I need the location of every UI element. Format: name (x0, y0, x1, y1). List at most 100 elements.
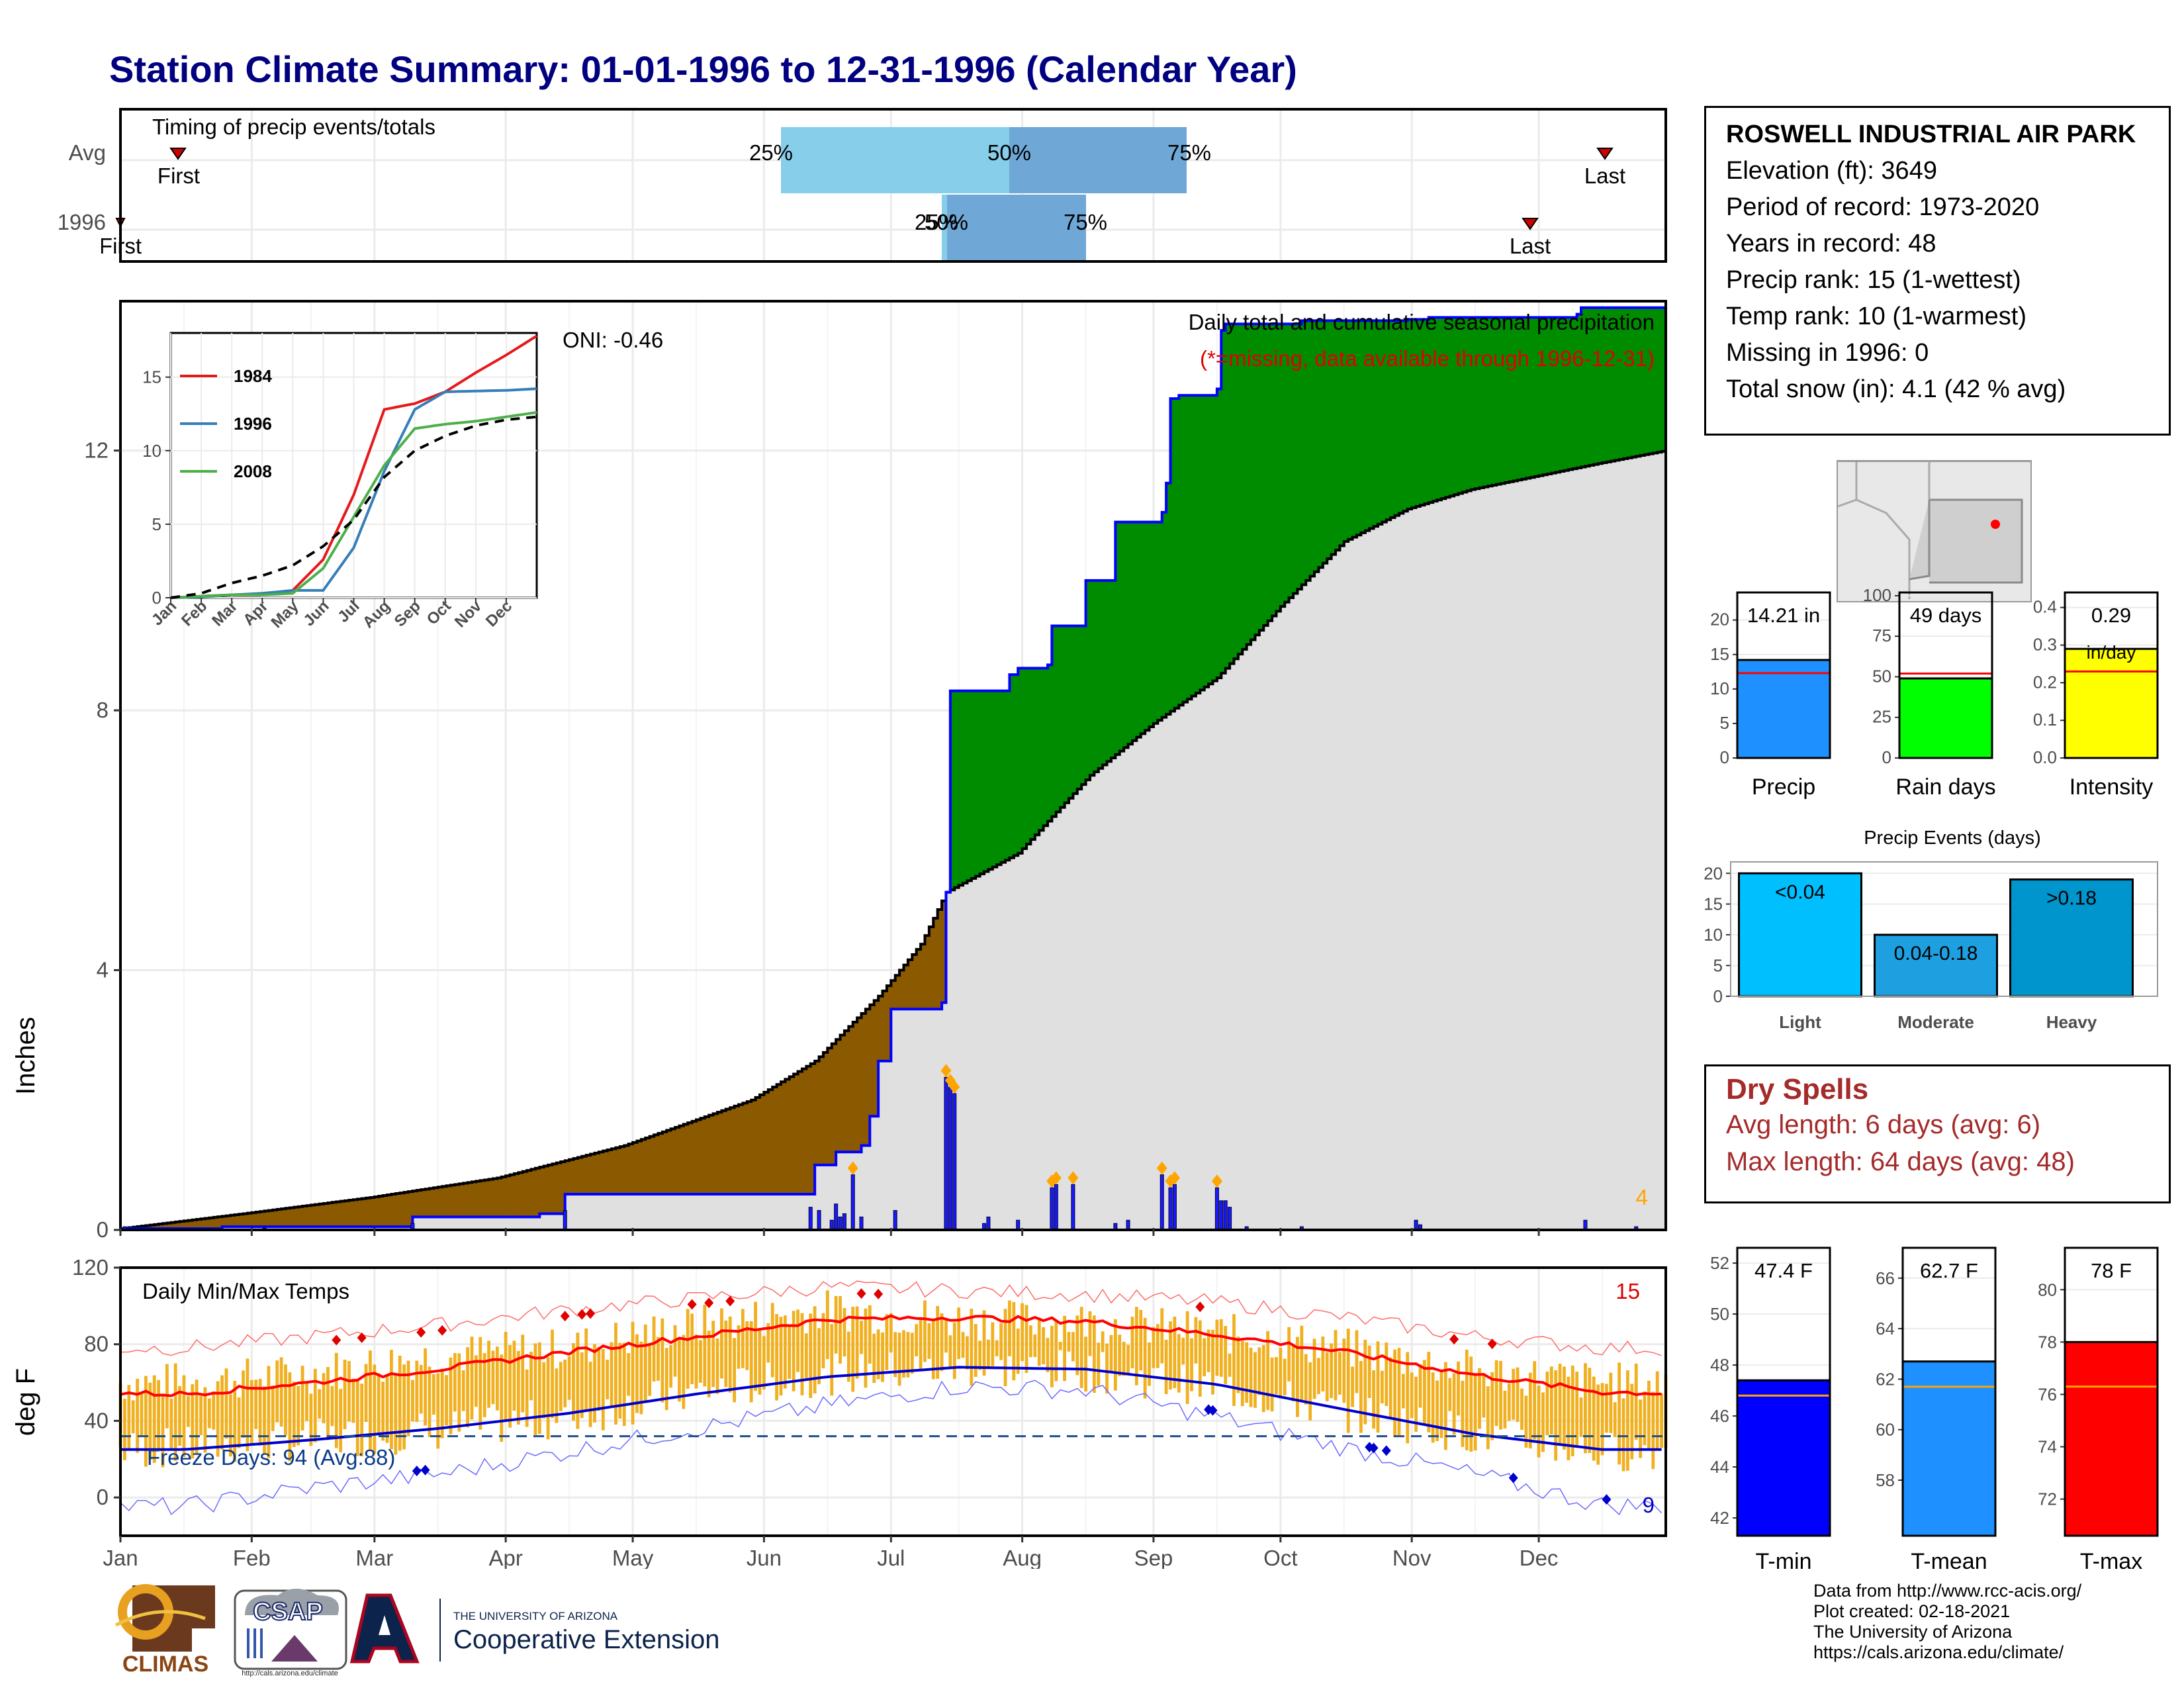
temp-daily-bar-110 (580, 1352, 584, 1419)
temp-daily-bar-296 (1367, 1345, 1371, 1399)
daily-precip-bar-21 (1071, 1184, 1075, 1231)
diff-fill-day-333 (1525, 317, 1531, 479)
temp-daily-bar-70 (411, 1380, 414, 1422)
diff-fill-day-138 (700, 1118, 705, 1195)
temp-daily-bar-259 (1211, 1329, 1214, 1395)
mini-2-ytick-label-3: 0.3 (2033, 635, 2057, 655)
temp-daily-bar-122 (631, 1321, 635, 1425)
record-low-marker-3 (1208, 1405, 1218, 1416)
temp-daily-bar-153 (762, 1336, 766, 1390)
timing-1996-p50: 50% (925, 210, 968, 234)
temp-daily-bar-88 (487, 1340, 490, 1408)
diff-fill-day-142 (717, 1112, 723, 1195)
temp-daily-bar-173 (846, 1331, 850, 1382)
diff-fill-day-9 (154, 1224, 159, 1229)
temp-daily-bar-358 (1630, 1383, 1634, 1460)
diff-fill-day-330 (1513, 317, 1518, 481)
diff-fill-day-164 (810, 1063, 815, 1195)
temp-daily-bar-248 (1164, 1339, 1168, 1395)
temp-daily-bar-198 (952, 1322, 956, 1380)
timing-1996-bar-50-75 (947, 195, 1086, 261)
diff-fill-day-20 (201, 1219, 206, 1229)
diff-fill-day-113 (594, 1152, 600, 1195)
temp-daily-bar-255 (1194, 1317, 1198, 1364)
temp-daily-bar-232 (1097, 1342, 1101, 1386)
temp-daily-bar-200 (961, 1332, 965, 1358)
diff-fill-day-202 (971, 690, 976, 879)
diff-fill-day-92 (506, 1176, 511, 1217)
temp-daily-bar-183 (889, 1313, 893, 1353)
mini-1-ytick-label-4: 100 (1863, 585, 1891, 605)
diff-fill-day-188 (912, 955, 917, 1009)
diff-fill-day-101 (543, 1166, 549, 1214)
diff-fill-day-348 (1589, 307, 1594, 465)
tbar-2-ytick-label-2: 76 (2038, 1384, 2057, 1404)
temp-daily-bar-141 (711, 1321, 715, 1387)
location-map (1837, 460, 2032, 602)
diff-fill-day-71 (416, 1190, 422, 1217)
temp-daily-bar-327 (1499, 1360, 1502, 1430)
diff-fill-day-233 (1103, 580, 1108, 765)
timing-row-1996: 1996 (58, 210, 106, 234)
main-ytick-label-1: 4 (97, 958, 109, 982)
diff-fill-day-310 (1428, 317, 1433, 503)
temp-daily-bar-172 (842, 1308, 846, 1357)
mini-value-unit-2: in/day (2087, 642, 2136, 663)
temp-daily-bar-306 (1410, 1372, 1414, 1419)
diff-fill-day-87 (484, 1180, 490, 1217)
temp-daily-bar-149 (745, 1321, 749, 1370)
diff-fill-day-43 (298, 1206, 303, 1227)
diff-fill-day-250 (1174, 399, 1179, 708)
temp-daily-bar-238 (1122, 1341, 1126, 1376)
diff-fill-day-63 (383, 1196, 388, 1227)
diff-fill-day-234 (1107, 580, 1112, 762)
diff-fill-day-64 (387, 1195, 392, 1227)
temp-daily-bar-310 (1427, 1352, 1431, 1432)
diff-fill-day-114 (598, 1152, 604, 1195)
temp-daily-bar-117 (610, 1342, 614, 1407)
temp-bar-t-min (1736, 1379, 1831, 1537)
diff-fill-day-342 (1564, 317, 1569, 471)
main-ylabel: Inches (11, 1017, 40, 1095)
temp-daily-bar-243 (1143, 1317, 1147, 1399)
diff-fill-day-55 (349, 1200, 354, 1227)
inset-xtick-label-1: Feb (178, 597, 210, 630)
temp-daily-bar-137 (694, 1335, 698, 1389)
temp-daily-bar-19 (195, 1380, 199, 1454)
diff-fill-day-285 (1322, 320, 1328, 563)
temp-daily-bar-365 (1660, 1393, 1664, 1448)
month-label-jun: Jun (747, 1546, 782, 1569)
diff-fill-day-140 (709, 1115, 714, 1195)
temp-daily-bar-252 (1181, 1337, 1185, 1365)
temp-daily-bar-61 (373, 1364, 377, 1454)
station-temp-rank: Temp rank: 10 (1-warmest) (1726, 303, 2027, 330)
temp-daily-bar-284 (1317, 1358, 1320, 1395)
diff-fill-day-62 (379, 1196, 384, 1227)
timing-row-avg: Avg (69, 140, 106, 165)
timing-1996-p75: 75% (1064, 210, 1107, 234)
temp-daily-bar-65 (390, 1350, 393, 1450)
diff-fill-day-88 (488, 1179, 494, 1217)
temp-daily-bar-24 (216, 1381, 220, 1457)
temp-daily-bar-336 (1537, 1385, 1541, 1458)
diff-fill-day-364 (1657, 307, 1662, 453)
daily-precip-marker-20 (1050, 1171, 1062, 1185)
diff-fill-day-111 (586, 1155, 591, 1195)
diff-fill-day-172 (844, 1031, 849, 1152)
temp-daily-bar-215 (1024, 1305, 1028, 1373)
diff-fill-day-321 (1475, 317, 1480, 489)
diff-fill-day-211 (1009, 675, 1015, 858)
diff-fill-day-171 (840, 1035, 845, 1152)
temp-daily-bar-171 (839, 1295, 842, 1364)
tbar-0-ytick-label-0: 42 (1710, 1508, 1729, 1528)
diff-fill-day-293 (1357, 320, 1361, 536)
diff-fill-day-121 (628, 1144, 633, 1195)
main-chart-subtitle: (*=missing, data available through 1996-… (1200, 346, 1655, 371)
diff-fill-day-149 (747, 1102, 752, 1195)
diff-fill-day-314 (1445, 317, 1451, 498)
month-label-may: May (612, 1546, 654, 1569)
diff-fill-day-158 (785, 1079, 790, 1195)
temp-daily-bar-114 (597, 1346, 601, 1411)
temp-daily-bar-207 (991, 1322, 995, 1366)
diff-fill-day-308 (1420, 319, 1425, 506)
